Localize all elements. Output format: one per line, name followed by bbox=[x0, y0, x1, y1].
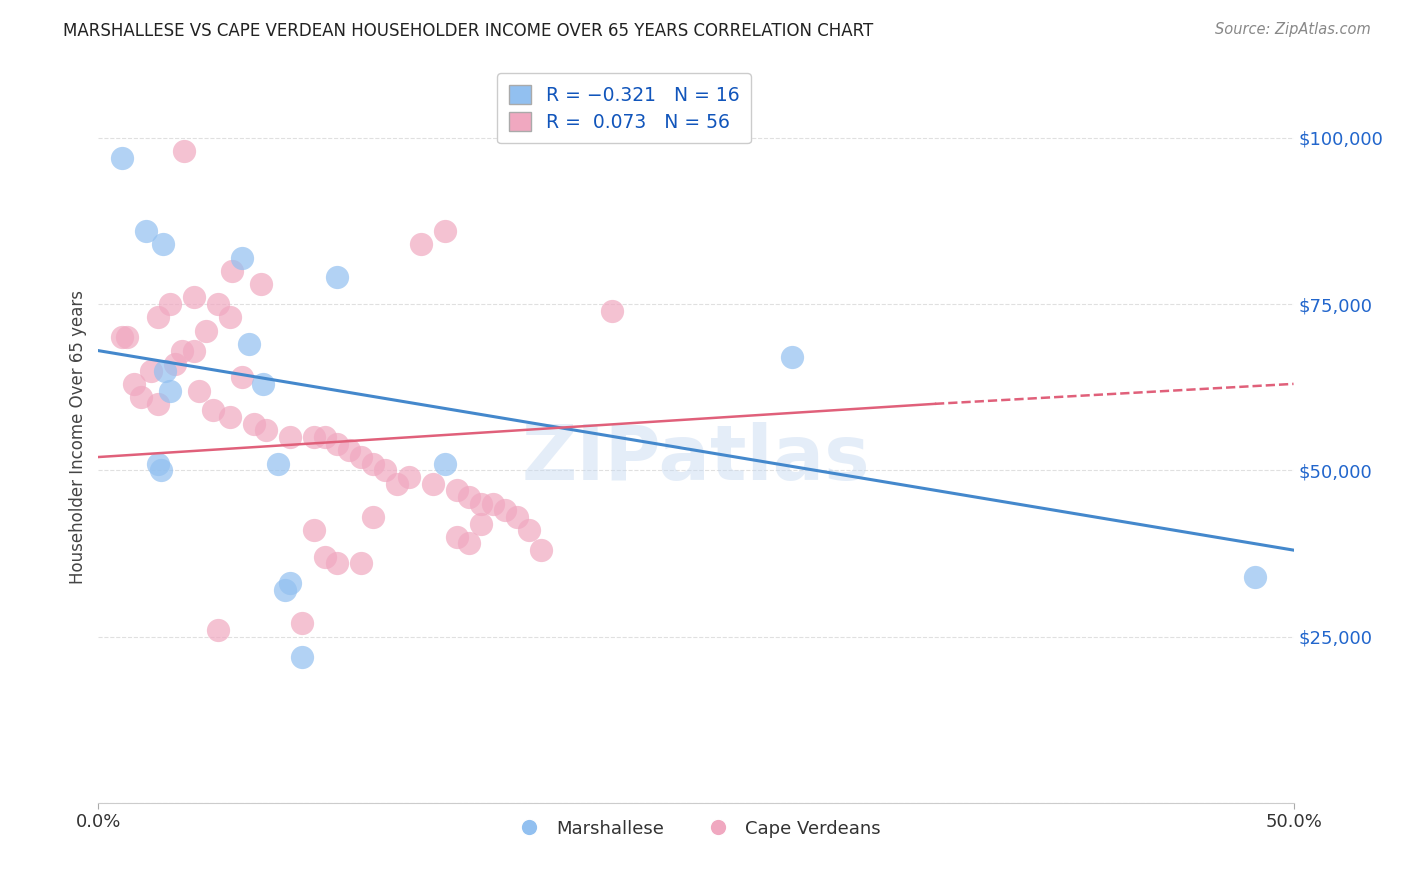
Point bbox=[252, 376, 274, 391]
Point bbox=[278, 430, 301, 444]
Point bbox=[139, 363, 162, 377]
Point bbox=[350, 450, 373, 464]
Point bbox=[195, 324, 218, 338]
Point bbox=[231, 370, 253, 384]
Point bbox=[207, 623, 229, 637]
Point bbox=[446, 530, 468, 544]
Legend: Marshallese, Cape Verdeans: Marshallese, Cape Verdeans bbox=[503, 813, 889, 845]
Point bbox=[238, 337, 260, 351]
Point bbox=[111, 151, 134, 165]
Point bbox=[481, 497, 505, 511]
Point bbox=[131, 390, 153, 404]
Text: MARSHALLESE VS CAPE VERDEAN HOUSEHOLDER INCOME OVER 65 YEARS CORRELATION CHART: MARSHALLESE VS CAPE VERDEAN HOUSEHOLDER … bbox=[63, 22, 873, 40]
Point bbox=[363, 509, 385, 524]
Point bbox=[115, 330, 138, 344]
Point bbox=[135, 224, 157, 238]
Point bbox=[470, 516, 492, 531]
Point bbox=[602, 303, 624, 318]
Text: ZIPatlas: ZIPatlas bbox=[522, 422, 870, 496]
Point bbox=[446, 483, 468, 498]
Point bbox=[374, 463, 396, 477]
Point bbox=[422, 476, 444, 491]
Point bbox=[148, 310, 170, 325]
Point bbox=[339, 443, 361, 458]
Point bbox=[506, 509, 529, 524]
Point bbox=[315, 430, 337, 444]
Point bbox=[278, 576, 301, 591]
Point bbox=[302, 430, 325, 444]
Point bbox=[363, 457, 385, 471]
Point bbox=[254, 424, 277, 438]
Point bbox=[148, 397, 170, 411]
Point bbox=[398, 470, 420, 484]
Point bbox=[111, 330, 134, 344]
Point bbox=[530, 543, 553, 558]
Point bbox=[187, 384, 209, 398]
Point bbox=[243, 417, 266, 431]
Point bbox=[385, 476, 409, 491]
Point bbox=[267, 457, 290, 471]
Point bbox=[202, 403, 225, 417]
Point bbox=[159, 384, 181, 398]
Point bbox=[163, 357, 186, 371]
Point bbox=[183, 343, 205, 358]
Point bbox=[221, 264, 243, 278]
Point bbox=[350, 557, 373, 571]
Point bbox=[291, 649, 314, 664]
Point bbox=[291, 616, 314, 631]
Point bbox=[517, 523, 540, 537]
Point bbox=[183, 290, 205, 304]
Point bbox=[411, 237, 433, 252]
Point bbox=[1244, 570, 1267, 584]
Point bbox=[434, 457, 457, 471]
Point bbox=[219, 310, 242, 325]
Point bbox=[326, 270, 349, 285]
Point bbox=[173, 144, 195, 158]
Point bbox=[470, 497, 492, 511]
Y-axis label: Householder Income Over 65 years: Householder Income Over 65 years bbox=[69, 290, 87, 584]
Point bbox=[315, 549, 337, 564]
Point bbox=[231, 251, 253, 265]
Point bbox=[152, 237, 174, 252]
Point bbox=[124, 376, 146, 391]
Point bbox=[458, 536, 481, 550]
Point bbox=[207, 297, 229, 311]
Point bbox=[780, 351, 803, 365]
Point bbox=[172, 343, 194, 358]
Point bbox=[274, 582, 297, 597]
Point bbox=[148, 457, 170, 471]
Point bbox=[250, 277, 273, 292]
Point bbox=[326, 436, 349, 450]
Point bbox=[434, 224, 457, 238]
Point bbox=[326, 557, 349, 571]
Text: Source: ZipAtlas.com: Source: ZipAtlas.com bbox=[1215, 22, 1371, 37]
Point bbox=[149, 463, 172, 477]
Point bbox=[155, 363, 177, 377]
Point bbox=[219, 410, 242, 425]
Point bbox=[458, 490, 481, 504]
Point bbox=[159, 297, 181, 311]
Point bbox=[494, 503, 516, 517]
Point bbox=[302, 523, 325, 537]
